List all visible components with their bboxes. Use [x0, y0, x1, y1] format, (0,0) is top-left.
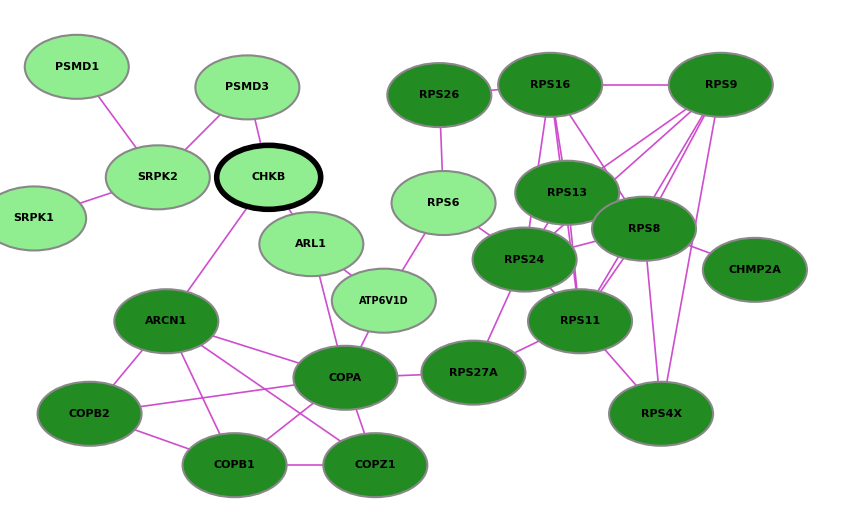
Text: RPS26: RPS26 — [418, 90, 459, 100]
Text: RPS8: RPS8 — [627, 224, 659, 234]
Text: SRPK2: SRPK2 — [137, 172, 178, 182]
Ellipse shape — [608, 382, 712, 446]
Ellipse shape — [668, 53, 772, 117]
Text: PSMD3: PSMD3 — [225, 82, 269, 93]
Text: RPS11: RPS11 — [559, 316, 600, 326]
Ellipse shape — [591, 197, 695, 261]
Ellipse shape — [323, 433, 427, 497]
Text: COPZ1: COPZ1 — [354, 460, 395, 470]
Text: COPB2: COPB2 — [69, 409, 110, 419]
Ellipse shape — [106, 145, 210, 209]
Ellipse shape — [331, 269, 435, 333]
Ellipse shape — [195, 56, 299, 119]
Ellipse shape — [37, 382, 141, 446]
Ellipse shape — [25, 35, 129, 99]
Text: ARL1: ARL1 — [295, 239, 327, 249]
Text: CHKB: CHKB — [251, 172, 285, 182]
Text: CHMP2A: CHMP2A — [728, 265, 780, 275]
Text: COPB1: COPB1 — [214, 460, 255, 470]
Text: RPS4X: RPS4X — [640, 409, 681, 419]
Ellipse shape — [515, 161, 619, 225]
Ellipse shape — [472, 228, 576, 291]
Ellipse shape — [527, 289, 631, 353]
Ellipse shape — [259, 212, 363, 276]
Text: ARCN1: ARCN1 — [145, 316, 187, 326]
Text: RPS6: RPS6 — [427, 198, 459, 208]
Text: PSMD1: PSMD1 — [55, 62, 99, 72]
Ellipse shape — [387, 63, 491, 127]
Text: RPS24: RPS24 — [504, 254, 544, 265]
Text: ATP6V1D: ATP6V1D — [359, 296, 408, 306]
Ellipse shape — [0, 187, 86, 250]
Ellipse shape — [702, 238, 806, 302]
Text: RPS16: RPS16 — [529, 80, 570, 90]
Ellipse shape — [114, 289, 218, 353]
Text: RPS27A: RPS27A — [448, 368, 498, 378]
Text: RPS9: RPS9 — [704, 80, 736, 90]
Text: RPS13: RPS13 — [547, 188, 586, 198]
Text: SRPK1: SRPK1 — [14, 213, 55, 224]
Ellipse shape — [391, 171, 495, 235]
Ellipse shape — [293, 346, 397, 410]
Ellipse shape — [498, 53, 602, 117]
Ellipse shape — [182, 433, 286, 497]
Ellipse shape — [421, 341, 525, 405]
Text: COPA: COPA — [329, 373, 361, 383]
Ellipse shape — [216, 145, 320, 209]
